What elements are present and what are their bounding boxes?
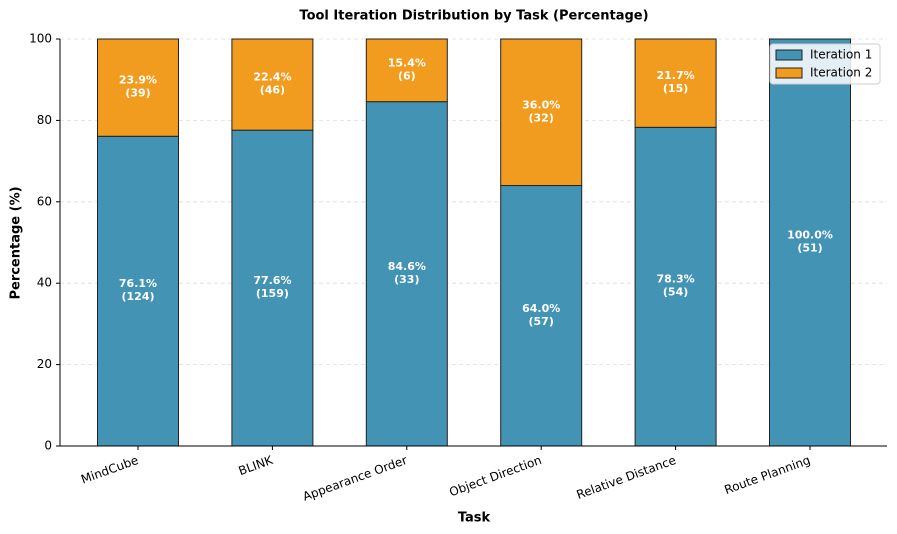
y-axis-label: Percentage (%) <box>9 186 24 299</box>
value-label: 84.6% <box>388 260 426 273</box>
x-tick-label: MindCube <box>79 453 140 487</box>
bar-segment <box>365 101 448 447</box>
bar-segment <box>231 129 314 447</box>
legend-label: Iteration 2 <box>810 66 872 80</box>
x-tick-label: Object Direction <box>447 453 543 499</box>
count-label: (54) <box>663 286 688 299</box>
value-label: 78.3% <box>657 273 695 286</box>
legend-label: Iteration 1 <box>810 48 872 62</box>
bar-segment <box>634 126 717 447</box>
y-tick-label: 0 <box>44 439 52 453</box>
count-label: (51) <box>797 242 822 255</box>
value-label: 77.6% <box>253 274 291 287</box>
count-label: (33) <box>394 273 419 286</box>
x-axis-label: Task <box>458 511 491 526</box>
count-label: (57) <box>529 315 554 328</box>
count-label: (32) <box>529 111 554 124</box>
value-label: 36.0% <box>522 98 560 111</box>
y-tick-label: 80 <box>37 113 52 127</box>
x-tick-label: Appearance Order <box>301 453 409 504</box>
y-tick-label: 40 <box>37 276 52 290</box>
y-tick-label: 60 <box>37 194 52 208</box>
bar-segment <box>365 38 448 103</box>
value-label: 64.0% <box>522 302 560 315</box>
value-label: 76.1% <box>119 277 157 290</box>
count-label: (159) <box>256 287 289 300</box>
chart-title: Tool Iteration Distribution by Task (Per… <box>299 9 648 24</box>
count-label: (124) <box>121 290 154 303</box>
value-label: 21.7% <box>657 69 695 82</box>
bar-segment <box>97 38 179 137</box>
count-label: (39) <box>125 87 150 100</box>
value-label: 22.4% <box>253 71 291 84</box>
count-label: (6) <box>398 69 416 82</box>
legend-swatch <box>775 49 803 61</box>
bar-segment <box>500 38 583 187</box>
value-label: 100.0% <box>787 229 833 242</box>
y-tick-label: 20 <box>37 357 52 371</box>
bar-segment <box>769 38 851 447</box>
count-label: (46) <box>260 84 285 97</box>
count-label: (15) <box>663 82 688 95</box>
x-tick-label: BLINK <box>237 453 276 479</box>
legend-swatch <box>775 67 803 79</box>
x-tick-label: Relative Distance <box>575 453 678 502</box>
bar-segment <box>634 38 717 128</box>
value-label: 23.9% <box>119 74 157 87</box>
bar-segment <box>231 38 314 131</box>
x-tick-label: Route Planning <box>723 453 813 497</box>
y-tick-label: 100 <box>29 32 52 46</box>
bar-segment <box>500 185 583 447</box>
value-label: 15.4% <box>388 56 426 69</box>
